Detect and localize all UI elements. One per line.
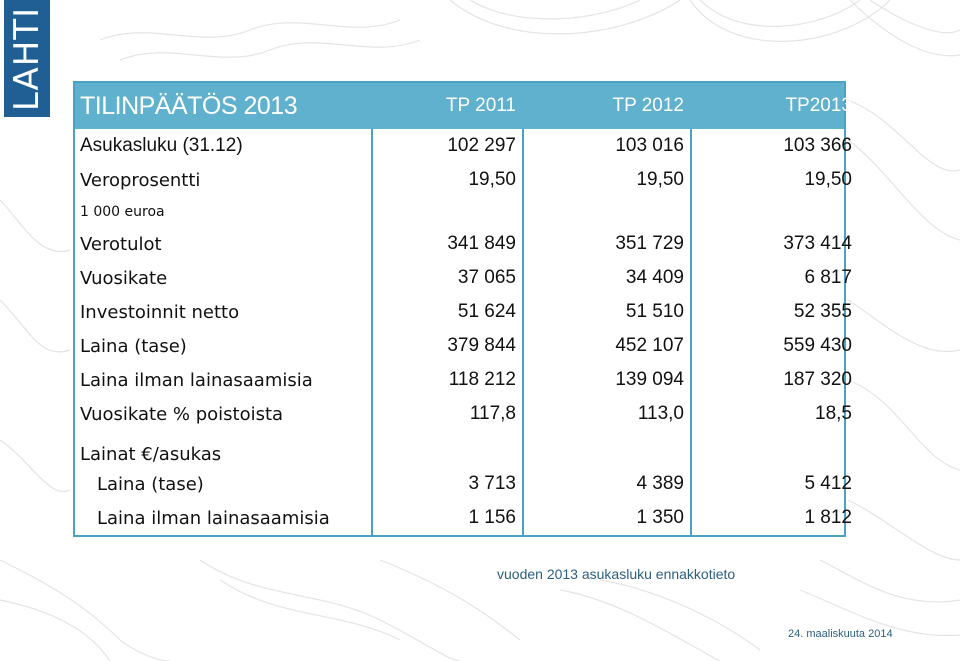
table-row: Lainat €/asukas	[75, 431, 844, 467]
row-value: 6 817	[690, 261, 858, 295]
row-value	[690, 431, 858, 467]
row-value: 3 713	[371, 467, 522, 501]
row-label: Asukasluku (31.12)	[80, 135, 243, 156]
table-row: Laina ilman lainasaamisia 1 156 1 350 1 …	[75, 501, 852, 535]
row-value: 37 065	[371, 261, 522, 295]
row-value: 373 414	[690, 227, 858, 261]
column-header-tp2013: TP2013	[785, 95, 852, 116]
row-label: Laina ilman lainasaamisia	[97, 507, 330, 529]
row-value: 19,50	[522, 163, 690, 197]
row-value: 113,0	[522, 397, 690, 431]
row-value: 452 107	[522, 329, 690, 363]
row-value	[371, 431, 522, 467]
row-value: 4 389	[522, 467, 690, 501]
row-value: 341 849	[371, 227, 522, 261]
row-value	[522, 197, 690, 227]
row-label: Verotulot	[80, 233, 162, 255]
slide-date: 24. maaliskuuta 2014	[788, 628, 893, 640]
row-value: 187 320	[690, 363, 858, 397]
row-value: 102 297	[371, 129, 522, 163]
row-value: 559 430	[690, 329, 858, 363]
row-label: Investoinnit netto	[80, 301, 240, 323]
table-row: Vuosikate 37 065 34 409 6 817	[75, 261, 852, 295]
row-value: 18,5	[690, 397, 858, 431]
table-row: Veroprosentti 19,50 19,50 19,50	[75, 163, 852, 197]
table-title: TILINPÄÄTÖS 2013	[80, 91, 298, 120]
financial-table: TILINPÄÄTÖS 2013 TP 2011 TP 2012 TP2013 …	[73, 81, 852, 537]
row-value: 5 412	[690, 467, 858, 501]
row-value: 103 016	[522, 129, 690, 163]
row-value: 118 212	[371, 363, 522, 397]
row-value	[522, 431, 690, 467]
row-value: 139 094	[522, 363, 690, 397]
row-value: 51 510	[522, 295, 690, 329]
row-value: 1 156	[371, 501, 522, 535]
row-value: 51 624	[371, 295, 522, 329]
table-row: Laina (tase) 3 713 4 389 5 412	[75, 467, 852, 501]
logo-text: LAHTI	[7, 6, 47, 111]
column-header-tp2012: TP 2012	[612, 95, 684, 116]
row-value: 351 729	[522, 227, 690, 261]
column-header-tp2011: TP 2011	[445, 95, 516, 116]
table-row: Laina ilman lainasaamisia 118 212 139 09…	[75, 363, 852, 397]
row-value	[690, 197, 858, 227]
row-value: 19,50	[690, 163, 858, 197]
row-value: 1 812	[690, 501, 858, 535]
row-value: 19,50	[371, 163, 522, 197]
row-value: 379 844	[371, 329, 522, 363]
table-row: Asukasluku (31.12) 102 297 103 016 103 3…	[75, 129, 852, 163]
row-label: Vuosikate % poistoista	[80, 403, 284, 425]
row-value: 103 366	[690, 129, 858, 163]
row-label: Vuosikate	[80, 267, 168, 289]
row-label: Lainat €/asukas	[80, 444, 222, 465]
table-row: Investoinnit netto 51 624 51 510 52 355	[75, 295, 852, 329]
row-value	[371, 197, 522, 227]
row-label: Veroprosentti	[80, 169, 201, 191]
population-footnote: vuoden 2013 asukasluku ennakkotieto	[497, 566, 736, 582]
row-label: Laina (tase)	[80, 335, 187, 357]
row-label: 1 000 euroa	[80, 204, 165, 220]
row-value: 52 355	[690, 295, 858, 329]
row-value: 34 409	[522, 261, 690, 295]
row-label: Laina (tase)	[97, 473, 204, 495]
table-row: 1 000 euroa	[75, 197, 844, 227]
table-row: Verotulot 341 849 351 729 373 414	[75, 227, 852, 261]
table-row: Laina (tase) 379 844 452 107 559 430	[75, 329, 852, 363]
table-row: Vuosikate % poistoista 117,8 113,0 18,5	[75, 397, 852, 431]
table-header: TILINPÄÄTÖS 2013 TP 2011 TP 2012 TP2013	[75, 83, 852, 129]
lahti-logo: LAHTI	[4, 0, 50, 117]
row-value: 117,8	[371, 397, 522, 431]
row-value: 1 350	[522, 501, 690, 535]
row-label: Laina ilman lainasaamisia	[80, 369, 313, 391]
